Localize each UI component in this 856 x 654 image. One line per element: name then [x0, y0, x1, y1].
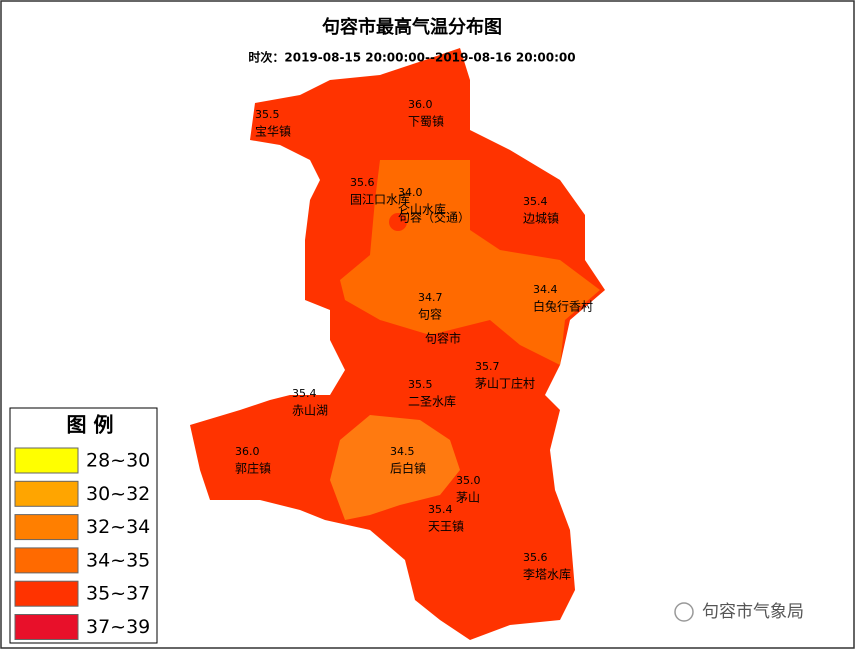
station-value: 35.5 [408, 378, 433, 391]
station-name: 赤山湖 [292, 403, 328, 418]
legend-label: 30~32 [86, 483, 150, 505]
station-value: 36.0 [235, 445, 260, 458]
station-value: 34.0 [398, 186, 423, 199]
legend: 图 例 28~30 30~32 32~34 34~35 35~37 37~39 [9, 407, 158, 644]
station-name: 仑山水库 [398, 202, 446, 217]
station-value: 35.4 [428, 503, 453, 516]
station-name: 句容 [418, 307, 442, 322]
region-34-35 [330, 415, 460, 520]
city-label: 句容市 [425, 331, 461, 346]
watermark-icon [674, 602, 694, 622]
title: 句容市最高气温分布图 [322, 16, 502, 38]
subtitle: 时次：2019-08-15 20:00:00--2019-08-16 20:00… [248, 50, 575, 65]
station-name: 郭庄镇 [235, 461, 271, 476]
legend-label: 37~39 [86, 616, 150, 638]
station-value: 35.7 [475, 360, 500, 373]
station-value: 35.0 [456, 474, 481, 487]
station-name: 李塔水库 [523, 567, 571, 582]
station-value: 36.0 [408, 98, 433, 111]
region-34-35 [340, 160, 600, 365]
watermark: 句容市气象局 [674, 602, 804, 622]
station-value: 34.5 [390, 445, 415, 458]
station-name: 天王镇 [428, 520, 464, 534]
legend-title: 图 例 [67, 413, 114, 437]
station-value: 35.4 [292, 387, 317, 400]
station-value: 34.7 [418, 291, 443, 304]
legend-label: 35~37 [86, 583, 150, 605]
region-35-37 [190, 48, 605, 640]
station-name: 句容（交通） [398, 210, 470, 225]
station-name: 固江口水库 [350, 192, 410, 207]
legend-swatch [14, 614, 79, 640]
station-value: 35.4 [523, 195, 548, 208]
station-name: 茅山 [456, 491, 480, 505]
station-name: 边城镇 [523, 212, 559, 226]
station-name: 后白镇 [390, 461, 426, 476]
legend-label: 32~34 [86, 516, 150, 538]
station-value: 35.6 [523, 551, 548, 564]
station-name: 宝华镇 [255, 125, 291, 139]
legend-label: 28~30 [86, 450, 150, 472]
legend-swatch [14, 580, 79, 607]
station-name: 下蜀镇 [408, 115, 444, 129]
station-value: 35.6 [350, 176, 375, 189]
region-35-37 [389, 213, 407, 231]
legend-label: 34~35 [86, 549, 150, 571]
station-value: 34.4 [533, 283, 558, 296]
watermark-text: 句容市气象局 [702, 602, 804, 622]
station-name: 白兔行香村 [533, 299, 593, 314]
legend-swatch [14, 547, 79, 574]
legend-swatch [14, 447, 79, 474]
legend-swatch [14, 514, 79, 541]
station-name: 茅山丁庄村 [475, 376, 535, 391]
station-name: 二圣水库 [408, 394, 456, 409]
legend-swatch [14, 480, 79, 507]
station-value: 35.5 [255, 108, 280, 121]
